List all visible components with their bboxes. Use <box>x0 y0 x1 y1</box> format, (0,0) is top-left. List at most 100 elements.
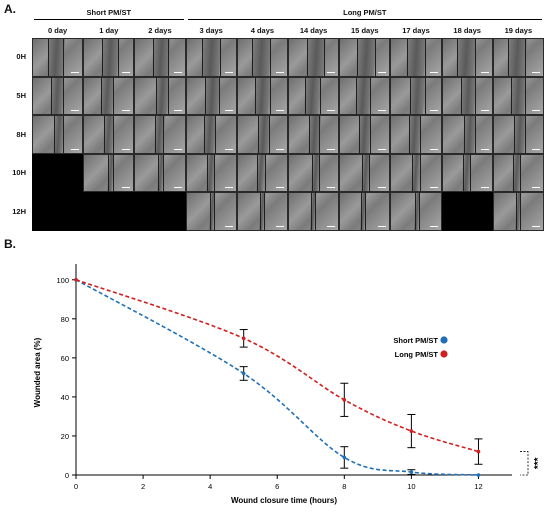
micrograph-cell <box>134 38 186 77</box>
column-label: 14 days <box>299 26 328 35</box>
column-label: 17 days <box>402 26 430 35</box>
wound-edge <box>118 39 120 76</box>
wound-edge <box>510 77 512 115</box>
y-tick-label: 60 <box>61 354 69 363</box>
scratch-region <box>250 38 272 76</box>
panel-b-letter: B. <box>4 237 16 251</box>
scale-bar <box>275 225 284 227</box>
micrograph-cell <box>288 76 340 116</box>
scale-bar <box>327 148 336 150</box>
micrograph-cell <box>441 38 493 77</box>
wound-edge <box>63 77 65 115</box>
row-label: 8H <box>16 129 26 139</box>
scale-bar <box>122 148 131 150</box>
micrograph-cell <box>339 76 391 116</box>
wound-edge <box>102 39 104 76</box>
micrograph-cell <box>236 115 288 154</box>
wound-edge <box>168 39 170 76</box>
scale-bar <box>378 187 387 189</box>
wound-edge <box>319 116 321 153</box>
micrograph-cell <box>236 153 288 193</box>
blank-image-cell <box>32 153 84 193</box>
scale-bar <box>327 71 336 73</box>
row-label: 12H <box>12 206 26 216</box>
wound-edge <box>63 116 64 153</box>
column-label: 2 days <box>148 26 172 35</box>
wound-edge <box>269 116 271 153</box>
micrograph-cell <box>288 192 340 231</box>
wound-edge <box>364 193 366 230</box>
wound-edge <box>203 116 205 153</box>
micrograph-cell <box>339 153 391 193</box>
wound-edge <box>260 193 262 230</box>
significance-stars: *** <box>533 457 544 469</box>
micrograph-cell <box>390 76 442 116</box>
data-point <box>476 473 481 477</box>
scale-bar <box>224 148 233 150</box>
wound-edge <box>520 154 522 192</box>
wound-edge <box>424 39 426 76</box>
x-tick-label: 8 <box>342 482 346 491</box>
micrograph-cell <box>339 115 391 154</box>
micrograph-cell <box>288 153 340 193</box>
legend-marker <box>440 350 448 358</box>
group-underline-long <box>187 19 542 20</box>
data-point <box>409 429 414 433</box>
wound-edge <box>306 39 308 76</box>
x-tick-label: 4 <box>208 482 212 491</box>
wound-edge <box>460 77 462 115</box>
micrograph-cell <box>288 38 340 77</box>
data-point <box>409 470 414 474</box>
scale-bar <box>480 110 489 112</box>
data-point <box>241 371 246 376</box>
scale-bar <box>173 187 182 189</box>
wound-edge <box>255 77 257 115</box>
y-tick-label: 0 <box>65 471 69 480</box>
scale-bar <box>173 148 182 150</box>
scale-bar <box>275 148 284 150</box>
scratch-region <box>506 38 527 76</box>
scale-bar <box>173 71 182 73</box>
scratch-region <box>203 77 221 115</box>
scale-bar <box>378 225 387 227</box>
scale-bar <box>224 187 233 189</box>
scale-bar <box>71 110 80 112</box>
scale-bar <box>429 71 438 73</box>
wound-edge <box>47 39 49 76</box>
micrograph-cell <box>83 38 135 77</box>
wound-edge <box>419 116 421 153</box>
scale-bar <box>480 187 489 189</box>
wound-edge <box>424 77 426 115</box>
blank-image-cell <box>441 192 493 231</box>
wound-edge <box>314 193 316 230</box>
wound-edge <box>369 154 371 192</box>
wound-edge <box>54 116 56 153</box>
y-tick-label: 80 <box>61 315 69 324</box>
x-tick-label: 2 <box>141 482 145 491</box>
scale-bar <box>429 225 438 227</box>
wound-edge <box>113 116 115 153</box>
micrograph-cell <box>339 192 391 231</box>
x-tick-label: 12 <box>474 482 482 491</box>
data-point <box>476 449 481 454</box>
wound-edge <box>214 154 216 192</box>
x-tick-label: 10 <box>407 482 415 491</box>
scale-bar <box>275 187 284 189</box>
scale-bar <box>378 71 387 73</box>
wound-edge <box>163 116 165 153</box>
blank-image-cell <box>83 192 135 231</box>
scale-bar <box>531 148 540 150</box>
scratch-region <box>355 38 377 76</box>
wound-edge <box>462 154 464 192</box>
scale-bar <box>71 71 80 73</box>
panel-a-letter: A. <box>4 2 16 16</box>
scale-bar <box>122 71 131 73</box>
wound-edge <box>163 154 165 192</box>
wound-edge <box>356 39 358 76</box>
micrograph-cell <box>390 153 442 193</box>
micrograph-cell <box>185 192 237 231</box>
micrograph-cell <box>492 38 544 77</box>
scale-bar <box>275 71 284 73</box>
column-label: 4 days <box>250 26 275 35</box>
legend-label: Long PM/ST <box>395 350 439 359</box>
